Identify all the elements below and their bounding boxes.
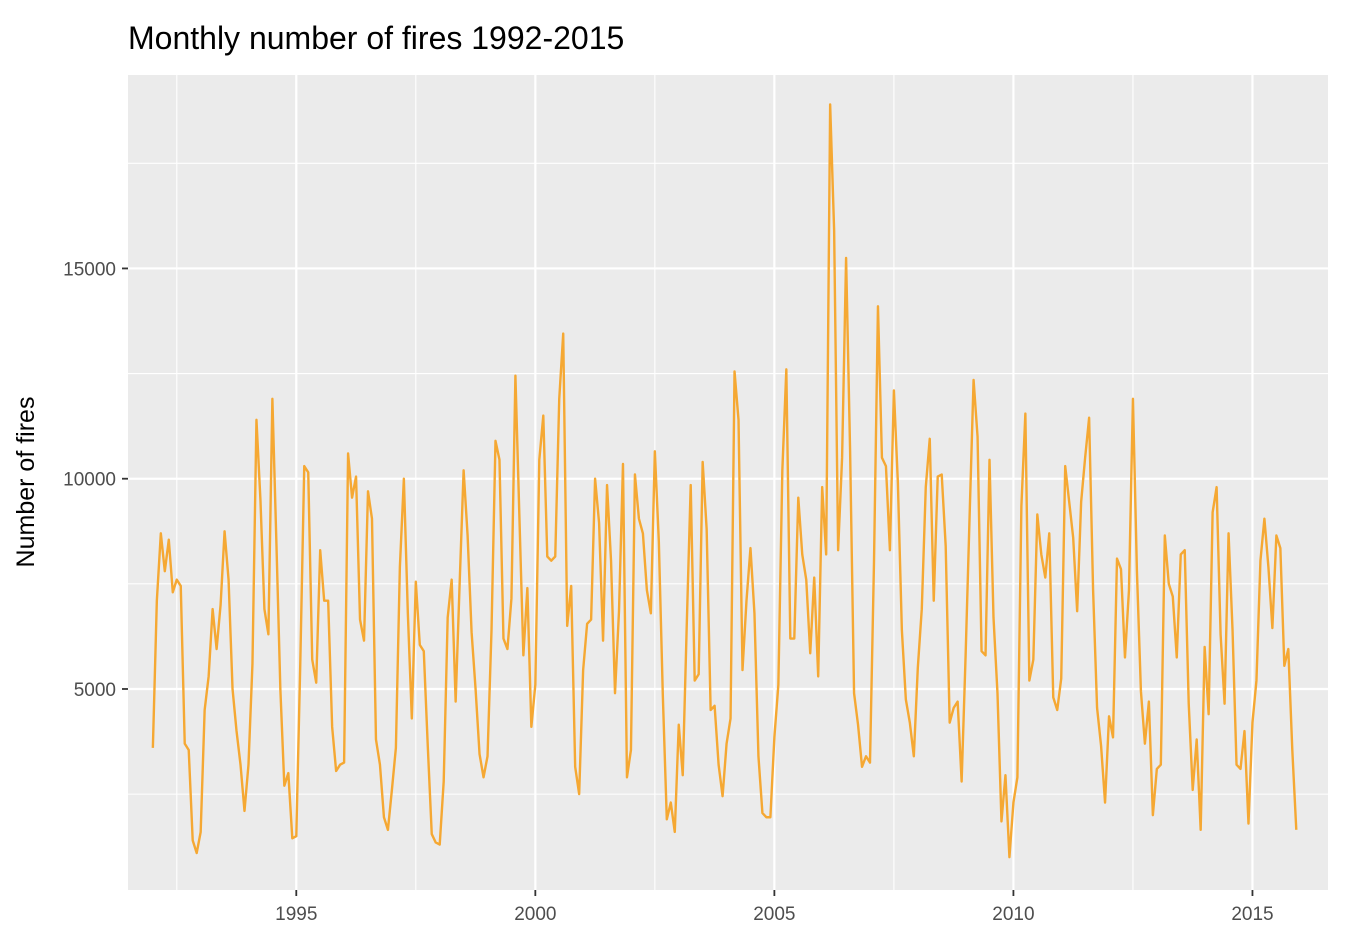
- axes: 1995 2000 2005 2010 2015 5000 10000 15000: [63, 259, 1273, 925]
- chart-title: Monthly number of fires 1992-2015: [128, 20, 625, 56]
- x-tick-label: 2010: [992, 904, 1034, 925]
- series-line-fires: [151, 103, 1298, 859]
- series-layer: [151, 103, 1298, 859]
- y-tick-label: 5000: [74, 680, 116, 701]
- plot-panel: [128, 75, 1328, 890]
- grid-lines: [128, 75, 1328, 890]
- y-tick-label: 10000: [63, 470, 116, 491]
- x-tick-label: 2005: [753, 904, 795, 925]
- y-tick-label: 15000: [63, 259, 116, 280]
- x-tick-label: 2015: [1231, 904, 1273, 925]
- y-axis-title: Number of fires: [12, 397, 40, 568]
- x-tick-label: 2000: [514, 904, 556, 925]
- x-tick-label: 1995: [275, 904, 317, 925]
